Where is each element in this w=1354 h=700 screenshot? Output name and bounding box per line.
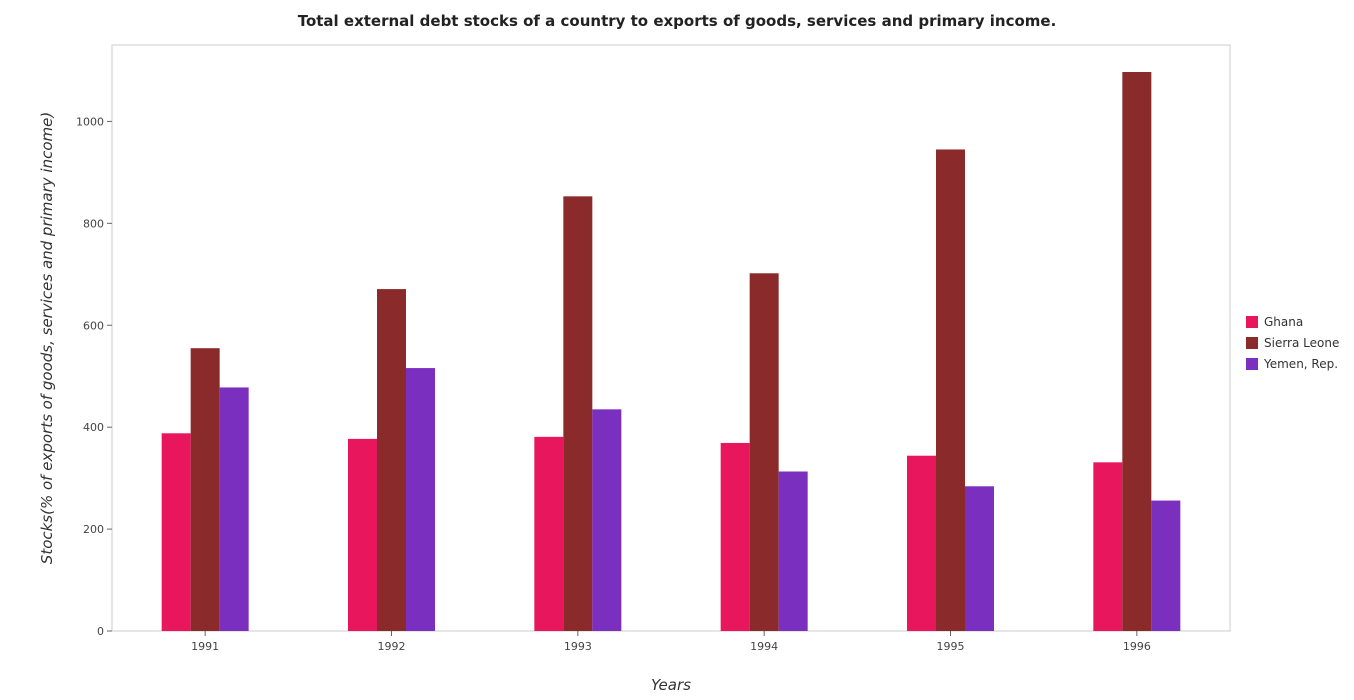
y-tick-label: 1000 — [76, 115, 104, 128]
x-axis: 1991 1992 1993 1994 1995 1996 — [191, 631, 1151, 653]
legend-label: Ghana — [1264, 315, 1303, 329]
x-tick-label: 1991 — [191, 640, 219, 653]
bar-sierra-leone-1996 — [1122, 72, 1152, 631]
legend-label: Yemen, Rep. — [1263, 357, 1338, 371]
bar-yemen-rep--1996 — [1151, 500, 1181, 631]
bar-yemen-rep--1992 — [406, 368, 435, 631]
bar-ghana-1992 — [348, 438, 377, 631]
bars-group — [161, 72, 1181, 631]
x-tick-label: 1993 — [564, 640, 592, 653]
bar-yemen-rep--1993 — [592, 409, 622, 631]
bar-ghana-1994 — [720, 442, 750, 631]
plot-area-frame — [111, 44, 1231, 632]
bar-sierra-leone-1994 — [749, 273, 779, 631]
legend-swatch — [1246, 337, 1258, 349]
bar-yemen-rep--1991 — [219, 387, 249, 631]
x-tick-label: 1994 — [750, 640, 778, 653]
bar-ghana-1996 — [1093, 462, 1123, 631]
x-tick-label: 1995 — [937, 640, 965, 653]
legend-swatch — [1246, 358, 1258, 370]
bar-sierra-leone-1993 — [563, 196, 593, 631]
legend: Ghana Sierra Leone Yemen, Rep. — [1246, 315, 1339, 371]
y-tick-label: 200 — [83, 523, 104, 536]
x-axis-title: Years — [651, 676, 691, 694]
y-tick-label: 0 — [97, 625, 104, 638]
bar-sierra-leone-1992 — [377, 289, 406, 631]
bar-ghana-1991 — [161, 433, 191, 631]
bar-sierra-leone-1991 — [190, 348, 220, 631]
y-tick-label: 600 — [83, 319, 104, 332]
legend-swatch — [1246, 316, 1258, 328]
y-axis-title: Stocks(% of exports of goods, services a… — [38, 112, 56, 564]
legend-label: Sierra Leone — [1264, 336, 1339, 350]
chart-title: Total external debt stocks of a country … — [298, 12, 1057, 30]
bar-sierra-leone-1995 — [936, 149, 965, 631]
bar-yemen-rep--1994 — [778, 471, 808, 631]
bar-ghana-1995 — [907, 455, 936, 631]
x-tick-label: 1996 — [1123, 640, 1151, 653]
bar-ghana-1993 — [534, 436, 564, 631]
x-tick-label: 1992 — [378, 640, 406, 653]
bar-yemen-rep--1995 — [965, 486, 994, 631]
y-tick-label: 800 — [83, 217, 104, 230]
y-axis: 0 200 400 600 800 1000 — [76, 115, 112, 638]
y-tick-label: 400 — [83, 421, 104, 434]
